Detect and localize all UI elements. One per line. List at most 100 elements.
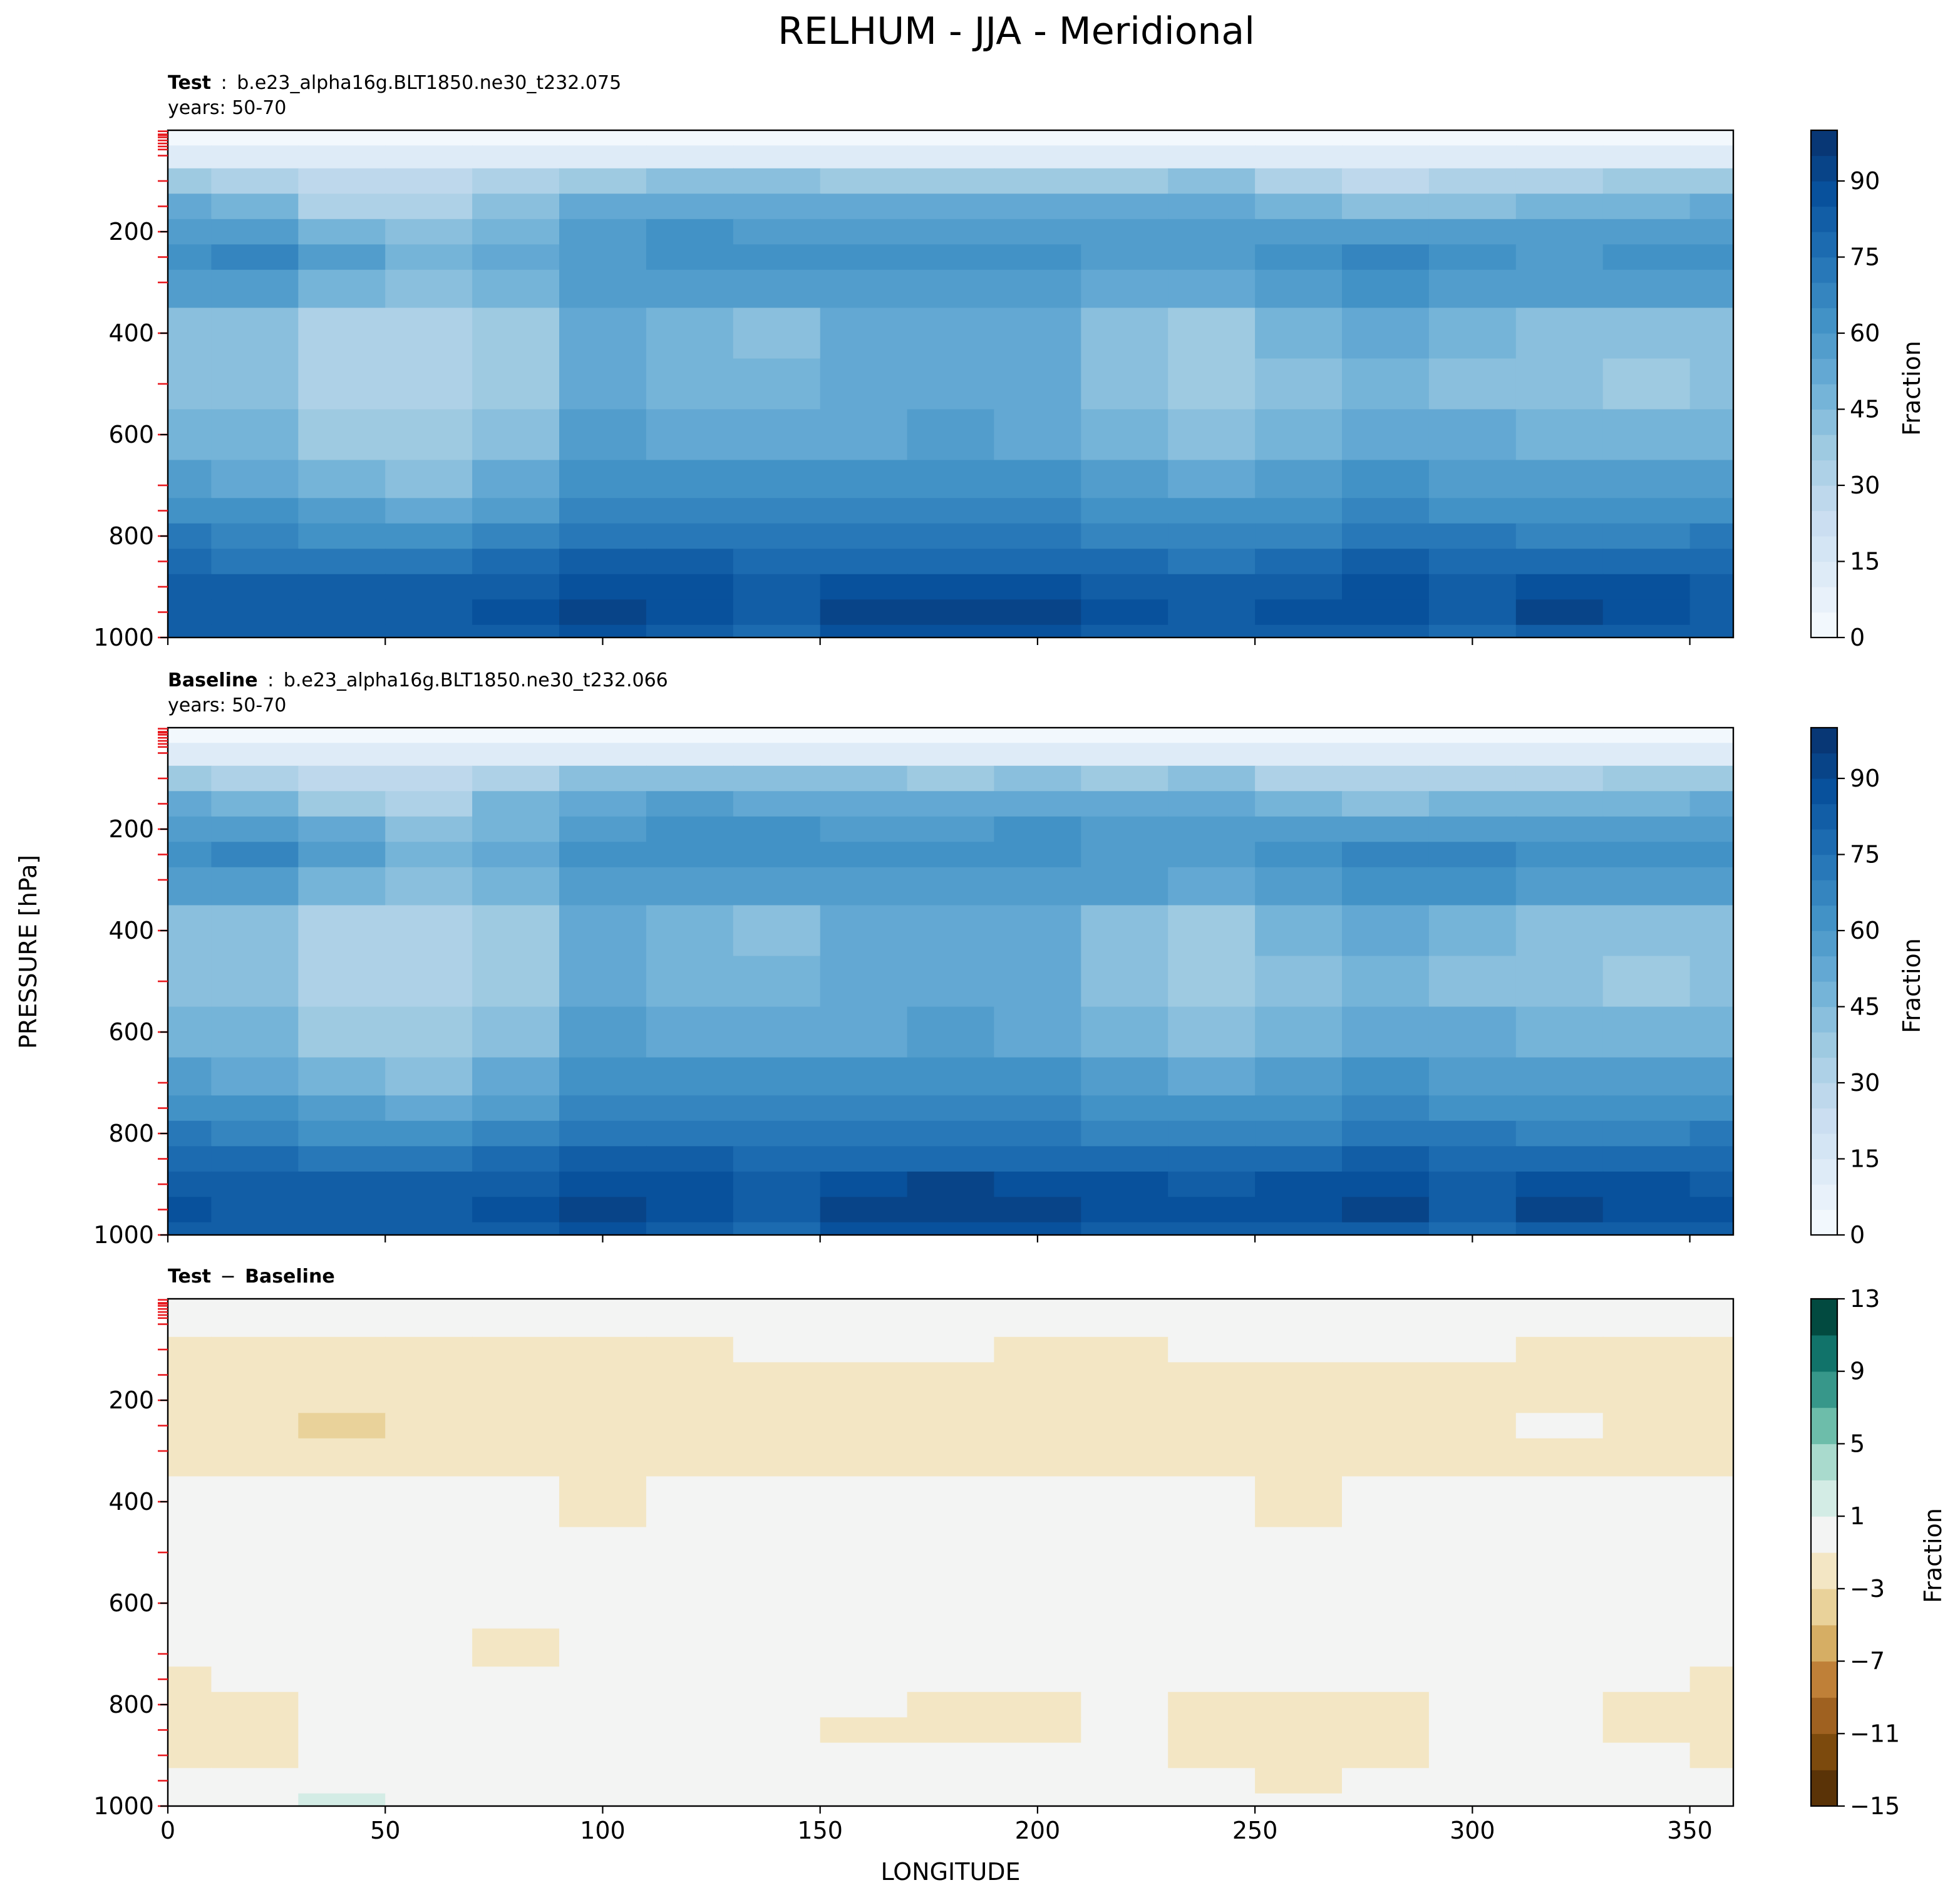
contour-cell bbox=[298, 1768, 386, 1794]
contour-cell bbox=[1602, 1222, 1691, 1235]
contour-cell bbox=[820, 1717, 908, 1743]
contour-cell bbox=[1255, 867, 1343, 906]
contour-cell bbox=[1342, 269, 1430, 309]
contour-cell bbox=[907, 1793, 995, 1806]
contour-cell bbox=[994, 624, 1082, 638]
contour-cell bbox=[168, 194, 212, 220]
contour-cell bbox=[1255, 728, 1343, 744]
colorbar-segment bbox=[1811, 1006, 1837, 1033]
contour-cell bbox=[1342, 549, 1430, 575]
contour-cell bbox=[168, 1742, 212, 1769]
contour-cell bbox=[1255, 1171, 1343, 1198]
contour-cell bbox=[1515, 816, 1604, 843]
contour-cell bbox=[646, 1387, 734, 1414]
contour-cell bbox=[385, 549, 473, 575]
contour-cell bbox=[1602, 1438, 1691, 1477]
contour-cell bbox=[385, 791, 473, 817]
contour-cell bbox=[733, 523, 821, 550]
contour-cell bbox=[1515, 574, 1604, 601]
contour-cell bbox=[298, 1577, 386, 1629]
contour-cell bbox=[1428, 145, 1517, 169]
contour-cell bbox=[994, 1691, 1082, 1718]
contour-cell bbox=[1168, 1362, 1256, 1388]
contour-cell bbox=[385, 1222, 473, 1235]
contour-cell bbox=[559, 1476, 647, 1528]
contour-cell bbox=[472, 1387, 560, 1414]
contour-cell bbox=[559, 498, 647, 524]
contour-cell bbox=[907, 1438, 995, 1477]
contour-field bbox=[168, 130, 1733, 638]
colorbar-segment bbox=[1811, 905, 1837, 931]
contour-cell bbox=[994, 956, 1082, 1008]
contour-cell bbox=[559, 1314, 647, 1338]
colorbar-segment bbox=[1811, 854, 1837, 880]
contour-cell bbox=[211, 867, 299, 906]
contour-cell bbox=[385, 1057, 473, 1096]
contour-cell bbox=[298, 1387, 386, 1414]
contour-cell bbox=[559, 842, 647, 868]
contour-cell bbox=[820, 1314, 908, 1338]
contour-cell bbox=[1342, 1742, 1430, 1769]
contour-cell bbox=[646, 168, 734, 195]
contour-cell bbox=[1689, 743, 1733, 767]
contour-cell bbox=[1602, 1476, 1691, 1528]
contour-cell bbox=[168, 219, 212, 245]
contour-cell bbox=[1168, 765, 1256, 792]
contour-cell bbox=[1342, 1314, 1430, 1338]
contour-cell bbox=[733, 743, 821, 767]
contour-cell bbox=[733, 1095, 821, 1122]
contour-cell bbox=[1342, 1197, 1430, 1223]
contour-cell bbox=[1342, 523, 1430, 550]
colorbar-segment bbox=[1811, 232, 1837, 258]
contour-cell bbox=[168, 1413, 212, 1439]
colorbar-segment bbox=[1811, 829, 1837, 855]
contour-cell bbox=[211, 1577, 299, 1629]
contour-cell bbox=[559, 1222, 647, 1235]
contour-cell bbox=[1168, 1793, 1256, 1806]
contour-cell bbox=[994, 523, 1082, 550]
contour-cell bbox=[168, 1476, 212, 1528]
contour-cell bbox=[820, 791, 908, 817]
contour-cell bbox=[211, 624, 299, 638]
contour-cell bbox=[385, 867, 473, 906]
contour-cell bbox=[1081, 1336, 1168, 1363]
contour-cell bbox=[1255, 1146, 1343, 1172]
contour-cell bbox=[1081, 130, 1168, 147]
contour-cell bbox=[1081, 460, 1168, 498]
contour-cell bbox=[646, 1527, 734, 1579]
contour-cell bbox=[820, 1628, 908, 1667]
contour-cell bbox=[1342, 194, 1430, 220]
baseline-colorbar: 0 15 30 45 60 75 90 bbox=[1810, 726, 1880, 1249]
colorbar-tick-label: 5 bbox=[1850, 1430, 1865, 1457]
contour-cell bbox=[559, 624, 647, 638]
contour-cell bbox=[1168, 1336, 1256, 1363]
contour-cell bbox=[733, 145, 821, 169]
x-tick-label: 100 bbox=[580, 1817, 626, 1844]
contour-cell bbox=[1602, 549, 1691, 575]
contour-cell bbox=[1168, 498, 1256, 524]
contour-cell bbox=[1689, 1742, 1733, 1769]
contour-cell bbox=[385, 498, 473, 524]
contour-cell bbox=[733, 168, 821, 195]
contour-cell bbox=[646, 1120, 734, 1147]
contour-cell bbox=[168, 1095, 212, 1122]
contour-cell bbox=[472, 1314, 560, 1338]
baseline-colorbar-label: Fraction bbox=[1898, 938, 1926, 1033]
contour-cell bbox=[559, 1666, 647, 1693]
contour-cell bbox=[1168, 1691, 1256, 1718]
contour-cell bbox=[646, 1299, 734, 1315]
contour-cell bbox=[1689, 816, 1733, 843]
y-tick-label: 1000 bbox=[93, 1221, 154, 1249]
contour-cell bbox=[559, 1742, 647, 1769]
contour-cell bbox=[733, 1299, 821, 1315]
contour-cell bbox=[907, 1362, 995, 1388]
y-axis-label: PRESSURE [hPa] bbox=[14, 855, 42, 1049]
contour-cell bbox=[646, 1577, 734, 1629]
contour-cell bbox=[1342, 1628, 1430, 1667]
contour-cell bbox=[1602, 765, 1691, 792]
contour-cell bbox=[385, 842, 473, 868]
contour-cell bbox=[1342, 460, 1430, 498]
contour-cell bbox=[168, 549, 212, 575]
contour-cell bbox=[168, 358, 212, 410]
contour-cell bbox=[168, 498, 212, 524]
